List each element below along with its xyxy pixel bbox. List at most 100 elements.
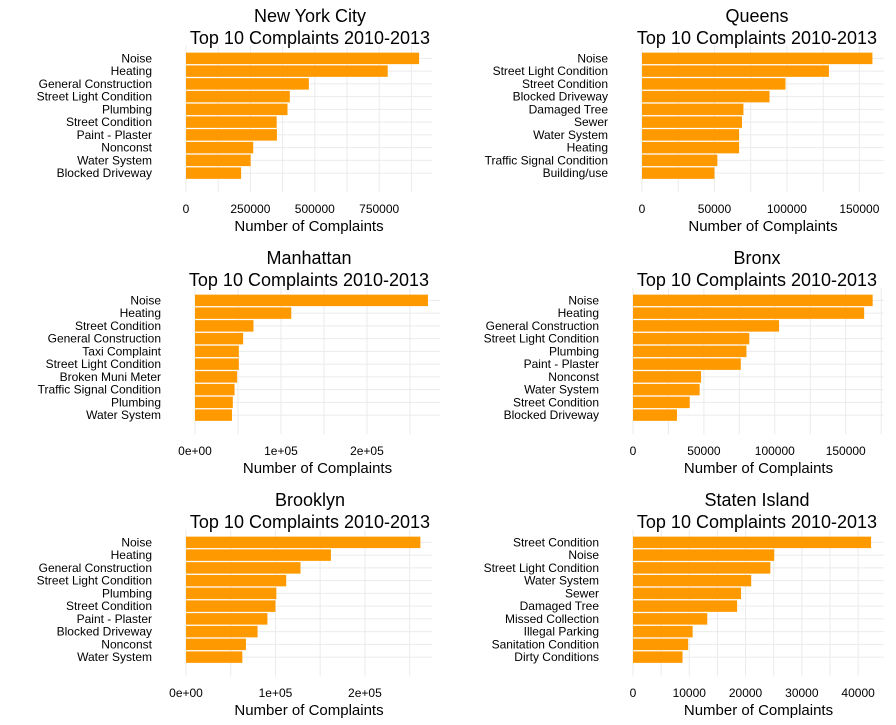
tick-label: 1e+05 (259, 686, 293, 700)
category-label: Blocked Driveway (513, 90, 608, 104)
bar (633, 358, 741, 370)
bar (633, 562, 771, 574)
category-label: Noise (121, 535, 152, 549)
x-axis-label: Number of Complaints (243, 460, 392, 477)
bar (633, 345, 747, 358)
category-label: Water System (524, 574, 599, 588)
bar (633, 371, 702, 383)
bar (642, 129, 740, 141)
category-label: Paint - Plaster (77, 612, 152, 626)
bar (633, 383, 700, 396)
bar (186, 103, 288, 116)
tick-label: 500000 (295, 202, 335, 216)
bar (186, 141, 254, 154)
bar (642, 90, 770, 103)
category-label: General Construction (39, 561, 152, 575)
category-label: Paint - Plaster (77, 128, 152, 142)
tick-label: 10000 (673, 686, 707, 700)
bar (633, 574, 752, 587)
tick-label: 0 (630, 444, 637, 458)
category-label: Plumbing (111, 395, 161, 409)
bar (186, 651, 243, 663)
bar (186, 625, 258, 638)
bar (642, 78, 786, 90)
bar (633, 638, 689, 651)
category-label: Street Condition (513, 535, 599, 549)
bar (195, 345, 239, 358)
bar (633, 600, 738, 612)
category-label: Blocked Driveway (57, 625, 152, 639)
bar (642, 141, 740, 154)
bar (633, 409, 677, 421)
tick-label: 2e+05 (350, 444, 384, 458)
tick-label: 0e+00 (178, 444, 212, 458)
category-label: Street Light Condition (37, 90, 152, 104)
bar (186, 638, 246, 651)
bar (186, 600, 276, 612)
category-label: General Construction (486, 319, 599, 333)
category-label: Dirty Conditions (514, 650, 599, 664)
chart-subtitle: Top 10 Complaints 2010-2013 (637, 270, 877, 290)
bar (195, 396, 233, 409)
bar (186, 574, 287, 587)
category-label: Street Light Condition (46, 357, 161, 371)
chart-title: Queens (725, 6, 788, 26)
category-label: General Construction (48, 332, 161, 346)
category-label: Noise (568, 548, 599, 562)
category-label: Plumbing (102, 102, 152, 116)
category-label: Paint - Plaster (524, 357, 599, 371)
category-label: Street Condition (522, 77, 608, 91)
category-label: Noise (577, 51, 608, 65)
category-label: Street Condition (513, 395, 599, 409)
tick-label: 750000 (359, 202, 399, 216)
category-label: Water System (86, 408, 161, 422)
tick-label: 150000 (826, 444, 866, 458)
bar (633, 320, 780, 332)
category-label: Traffic Signal Condition (38, 383, 161, 397)
bar (186, 52, 420, 65)
tick-label: 0 (183, 202, 190, 216)
category-label: Noise (121, 51, 152, 65)
category-label: Nonconst (101, 141, 152, 155)
category-label: Water System (77, 650, 152, 664)
chart-title: Brooklyn (275, 490, 345, 510)
bar (633, 307, 865, 319)
category-label: Street Light Condition (37, 574, 152, 588)
category-label: Taxi Complaint (82, 344, 161, 358)
category-label: Street Light Condition (493, 64, 608, 78)
x-axis-label: Number of Complaints (234, 702, 383, 719)
bar (186, 587, 277, 600)
tick-label: 1e+05 (264, 444, 298, 458)
bar (633, 549, 775, 561)
bar (186, 167, 242, 179)
bar (633, 587, 742, 600)
category-label: Water System (533, 128, 608, 142)
bar (195, 307, 292, 319)
category-label: Street Condition (66, 599, 152, 613)
category-label: Plumbing (549, 344, 599, 358)
bar (633, 332, 750, 345)
tick-label: 30000 (785, 686, 819, 700)
bar (195, 294, 428, 307)
bar (633, 625, 693, 638)
category-label: Street Light Condition (484, 561, 599, 575)
bar (195, 358, 239, 370)
tick-label: 0 (630, 686, 637, 700)
bar (195, 320, 254, 332)
category-label: Sanitation Condition (492, 637, 599, 651)
bar (186, 613, 268, 625)
chart-subtitle: Top 10 Complaints 2010-2013 (637, 512, 877, 532)
tick-label: 2e+05 (348, 686, 382, 700)
category-label: Illegal Parking (524, 625, 599, 639)
bar (195, 332, 244, 345)
category-label: Heating (558, 306, 599, 320)
chart-title: Bronx (733, 248, 780, 268)
category-label: Damaged Tree (520, 599, 600, 613)
bar (642, 103, 744, 116)
chart-subtitle: Top 10 Complaints 2010-2013 (190, 28, 430, 48)
category-label: Heating (111, 64, 152, 78)
